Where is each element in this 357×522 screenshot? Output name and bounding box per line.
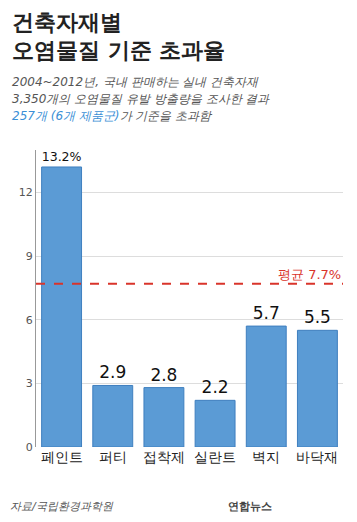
svg-text:실란트: 실란트: [194, 449, 236, 465]
svg-text:6: 6: [26, 314, 33, 327]
svg-text:257개 (6개 제품군)가 기준을 초과함: 257개 (6개 제품군)가 기준을 초과함: [12, 109, 213, 123]
svg-text:2004~2012년, 국내 판매하는 실내 건축자재: 2004~2012년, 국내 판매하는 실내 건축자재: [12, 75, 259, 89]
svg-text:벽지: 벽지: [252, 449, 280, 465]
svg-text:바닥재: 바닥재: [296, 449, 338, 465]
svg-text:12: 12: [19, 186, 33, 199]
svg-text:13.2%: 13.2%: [42, 149, 82, 164]
svg-text:접착제: 접착제: [143, 449, 185, 465]
svg-text:페인트: 페인트: [41, 449, 83, 465]
svg-text:퍼티: 퍼티: [99, 449, 127, 465]
svg-text:3: 3: [26, 377, 33, 390]
svg-text:건축자재별: 건축자재별: [12, 10, 122, 35]
svg-text:오염물질 기준 초과율: 오염물질 기준 초과율: [12, 38, 225, 63]
svg-text:2.2: 2.2: [202, 377, 229, 397]
svg-text:3,350개의 오염물질 유발 방출량을 조사한 결과: 3,350개의 오염물질 유발 방출량을 조사한 결과: [12, 92, 270, 106]
svg-text:5.5: 5.5: [304, 307, 331, 327]
svg-text:2.9: 2.9: [99, 362, 126, 382]
svg-text:연합뉴스: 연합뉴스: [228, 500, 272, 513]
svg-text:0: 0: [26, 441, 33, 454]
svg-text:5.7: 5.7: [253, 303, 280, 323]
svg-text:자료/국립환경과학원: 자료/국립환경과학원: [10, 500, 114, 513]
svg-text:2.8: 2.8: [150, 365, 177, 385]
svg-text:9: 9: [26, 250, 33, 263]
svg-text:평균 7.7%: 평균 7.7%: [278, 267, 341, 282]
